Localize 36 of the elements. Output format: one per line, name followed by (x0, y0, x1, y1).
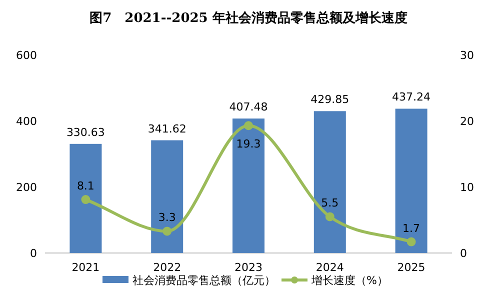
data-label: 19.3 (236, 138, 261, 151)
y2-tick-label: 30 (460, 49, 474, 62)
legend-label: 社会消费品零售总额（亿元） (132, 274, 276, 287)
x-tick-label: 2025 (397, 261, 426, 274)
y-tick-label: 400 (16, 115, 37, 128)
point (81, 195, 90, 204)
x-tick-label: 2024 (316, 261, 344, 274)
y2-tick-label: 20 (460, 115, 474, 128)
point (244, 121, 253, 130)
bar (232, 118, 264, 253)
point (406, 237, 416, 246)
data-label: 437.24 (392, 90, 431, 104)
point (162, 226, 172, 236)
bar (314, 111, 346, 253)
bar (395, 108, 428, 253)
data-label: 1.7 (402, 222, 420, 235)
y-tick-label: 0 (30, 247, 37, 260)
bar (70, 144, 102, 253)
chart-title: 图7 2021--2025 年社会消费品零售总额及增长速度 (90, 10, 408, 26)
y-tick-label: 600 (16, 49, 37, 62)
legend-label: 增长速度（%） (310, 274, 388, 287)
x-tick-label: 2022 (153, 261, 182, 274)
data-label: 407.48 (229, 100, 268, 114)
data-label: 341.62 (148, 122, 186, 136)
y-tick-label: 200 (16, 181, 37, 194)
bar (151, 140, 184, 253)
data-label: 330.63 (66, 126, 105, 139)
point (325, 212, 334, 222)
data-label: 3.3 (158, 211, 176, 224)
x-tick-label: 2023 (234, 261, 262, 274)
data-label: 8.1 (76, 180, 94, 193)
data-label: 5.5 (321, 196, 339, 210)
y2-tick-label: 0 (460, 247, 467, 260)
data-label: 429.85 (310, 93, 350, 106)
y2-tick-label: 10 (460, 181, 474, 194)
x-tick-label: 2021 (72, 261, 100, 274)
